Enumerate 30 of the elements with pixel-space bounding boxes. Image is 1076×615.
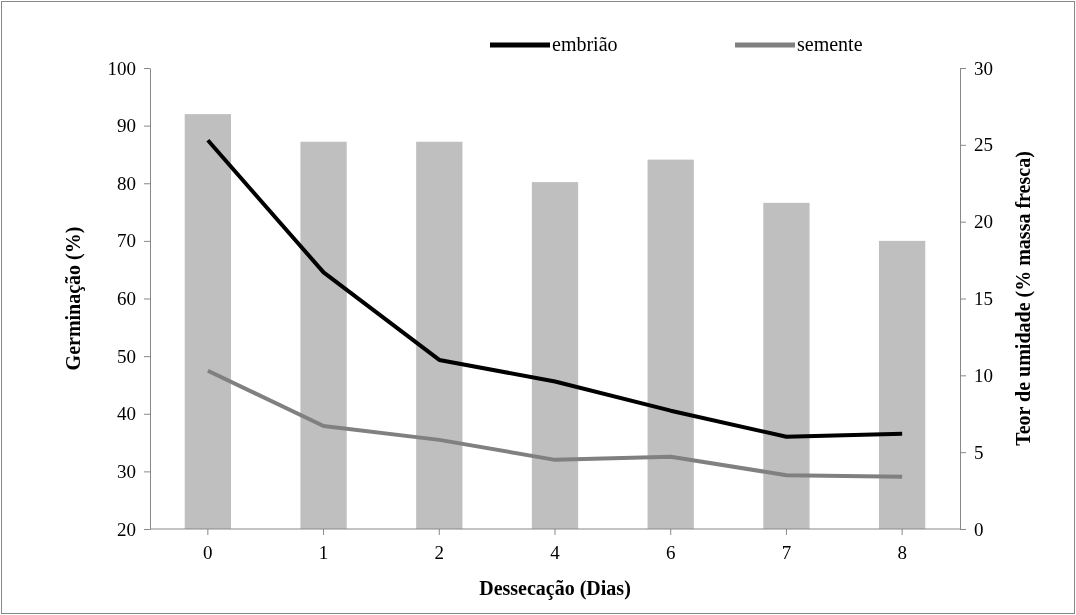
legend-label: embrião [552, 33, 618, 55]
y-tick-label: 90 [117, 115, 136, 137]
x-tick-label: 0 [203, 541, 213, 563]
y-tick-label: 30 [117, 460, 136, 482]
x-tick-label: 6 [665, 541, 676, 563]
y-tick-label: 100 [107, 57, 136, 79]
x-tick-label: 2 [434, 541, 445, 563]
x-tick-label: 8 [897, 541, 907, 563]
x-axis-title: Dessecação (Dias) [479, 577, 631, 600]
legend-label: semente [797, 33, 863, 55]
y2-tick-label: 10 [974, 364, 993, 386]
y-tick-label: 40 [117, 403, 136, 425]
y-tick-label: 60 [117, 288, 136, 310]
x-tick-label: 7 [781, 541, 792, 563]
y2-tick-label: 20 [974, 211, 993, 233]
x-tick-label: 1 [318, 541, 329, 563]
y2-tick-label: 15 [974, 288, 993, 310]
y2-tick-label: 0 [974, 518, 984, 540]
y2-axis-title: Teor de umidade (% massa fresca) [1012, 151, 1035, 446]
y-tick-label: 20 [117, 518, 136, 540]
y2-tick-label: 25 [974, 134, 993, 156]
y-axis-title: Germinação (%) [62, 226, 85, 371]
y2-tick-label: 30 [974, 57, 993, 79]
y-tick-label: 80 [117, 172, 136, 194]
x-tick-label: 4 [550, 541, 561, 563]
y2-tick-label: 5 [974, 441, 984, 463]
y-tick-label: 50 [117, 345, 136, 367]
y-tick-label: 70 [117, 230, 136, 252]
line-series [205, 368, 905, 479]
line-series [205, 138, 905, 439]
